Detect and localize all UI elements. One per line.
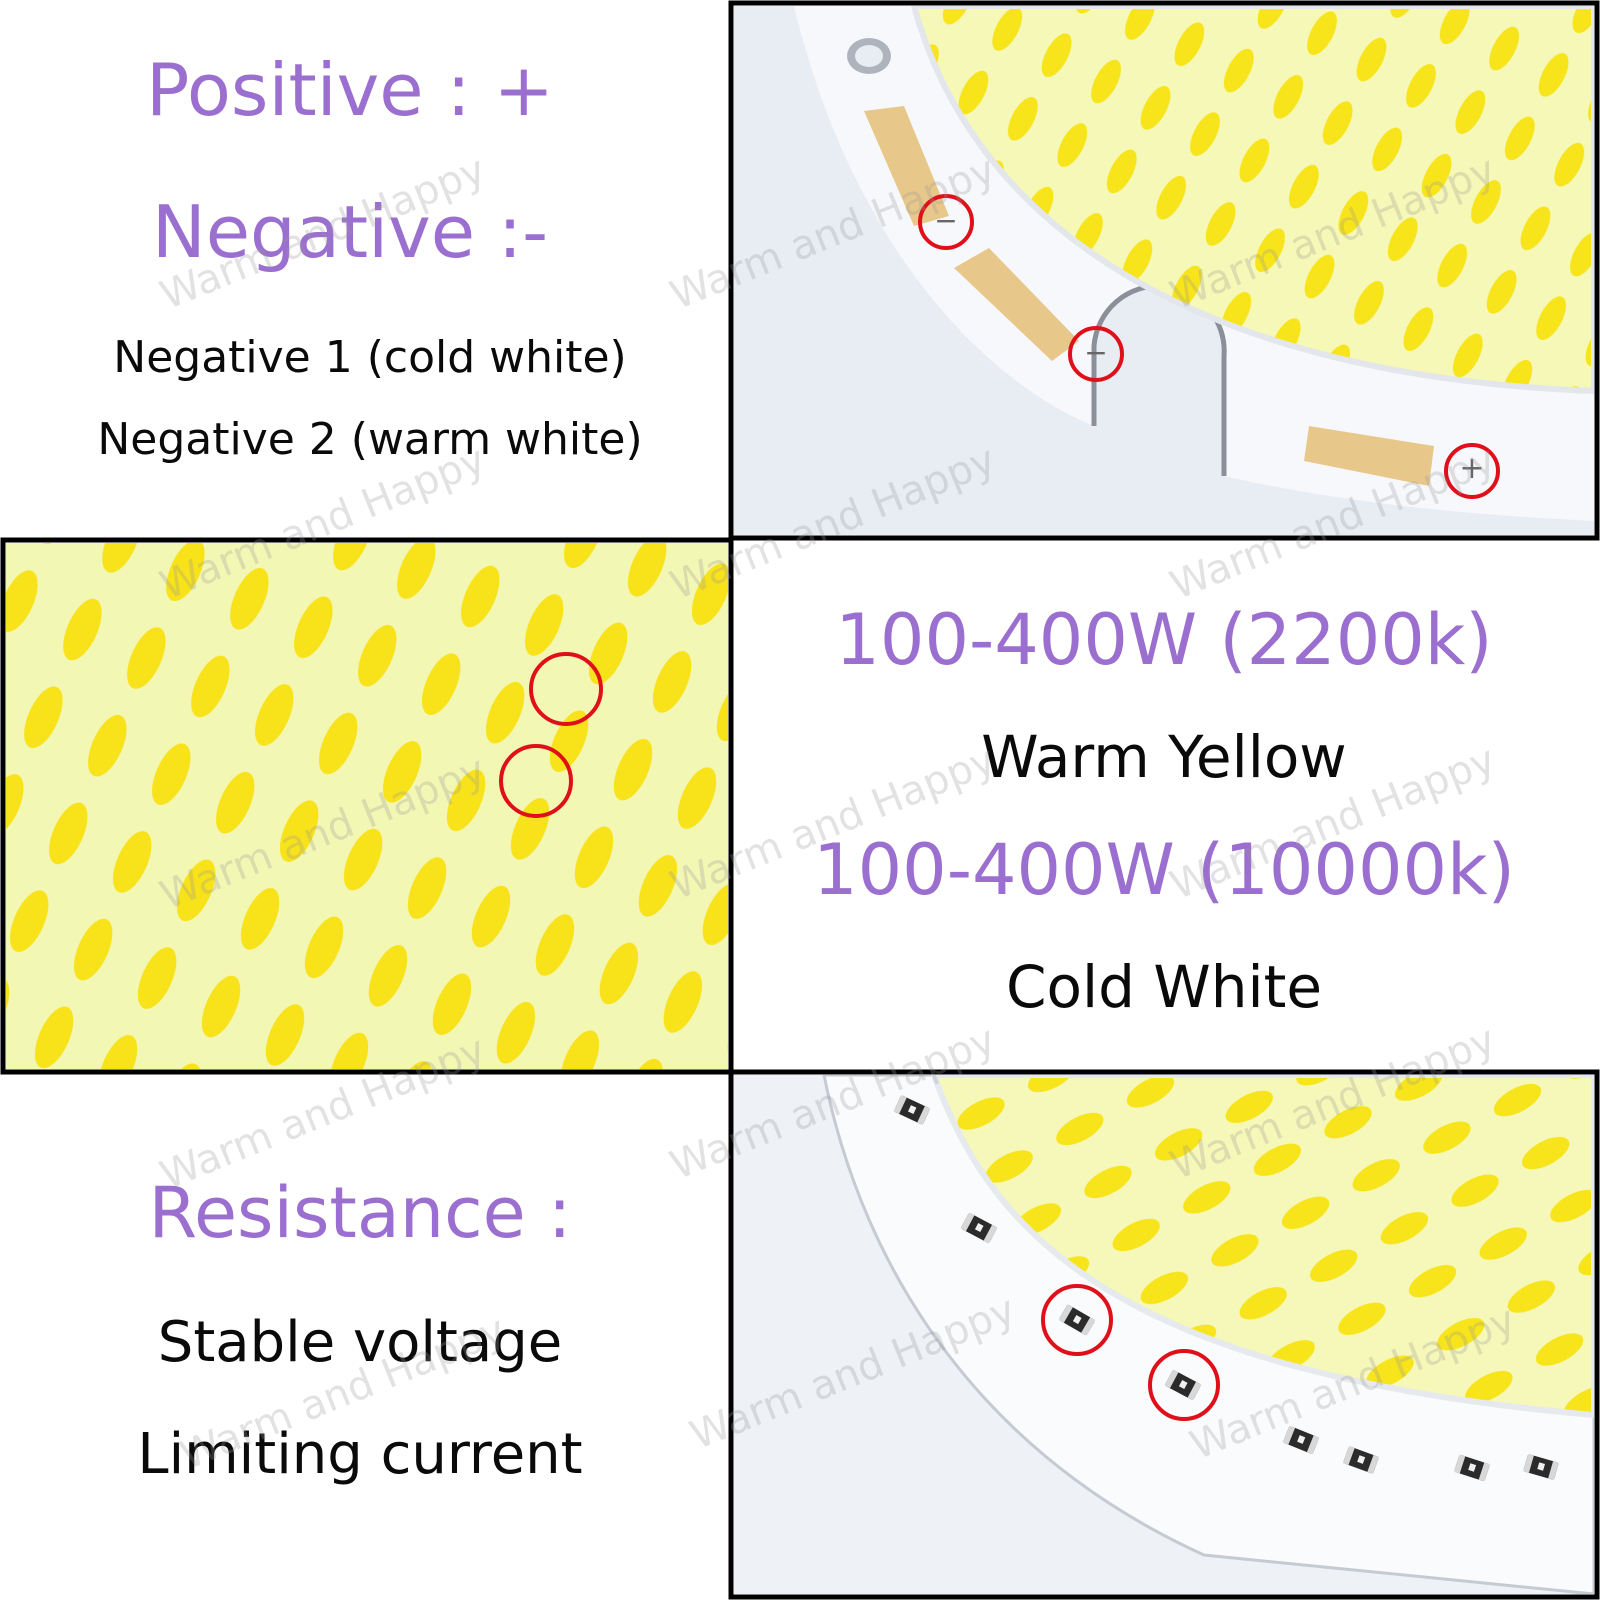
negative-2-label: Negative 2 (warm white)	[0, 414, 731, 465]
led-closeup-photo	[6, 543, 728, 1069]
spec-panel: 100-400W (2200k) Warm Yellow 100-400W (1…	[734, 543, 1594, 1069]
pad-symbol: +	[1459, 451, 1485, 486]
spec-cold: 100-400W (10000k)	[734, 829, 1594, 911]
resistance-label: Resistance :	[0, 1172, 720, 1254]
resistance-panel: Resistance : Stable voltage Limiting cur…	[0, 1072, 731, 1600]
negative-label: Negative :-	[0, 190, 700, 274]
polarity-panel: Positive : + Negative :- Negative 1 (col…	[0, 0, 731, 538]
limiting-current-label: Limiting current	[0, 1422, 720, 1487]
spec-warm: 100-400W (2200k)	[734, 599, 1594, 681]
cold-white-label: Cold White	[734, 953, 1594, 1021]
pads-photo: − − +	[734, 6, 1594, 535]
pad-symbol: −	[934, 204, 958, 237]
positive-label: Positive : +	[0, 48, 700, 132]
stable-voltage-label: Stable voltage	[0, 1310, 720, 1375]
pad-symbol: −	[1084, 336, 1108, 369]
negative-1-label: Negative 1 (cold white)	[0, 332, 731, 383]
warm-yellow-label: Warm Yellow	[734, 723, 1594, 791]
resistors-photo	[734, 1075, 1594, 1594]
